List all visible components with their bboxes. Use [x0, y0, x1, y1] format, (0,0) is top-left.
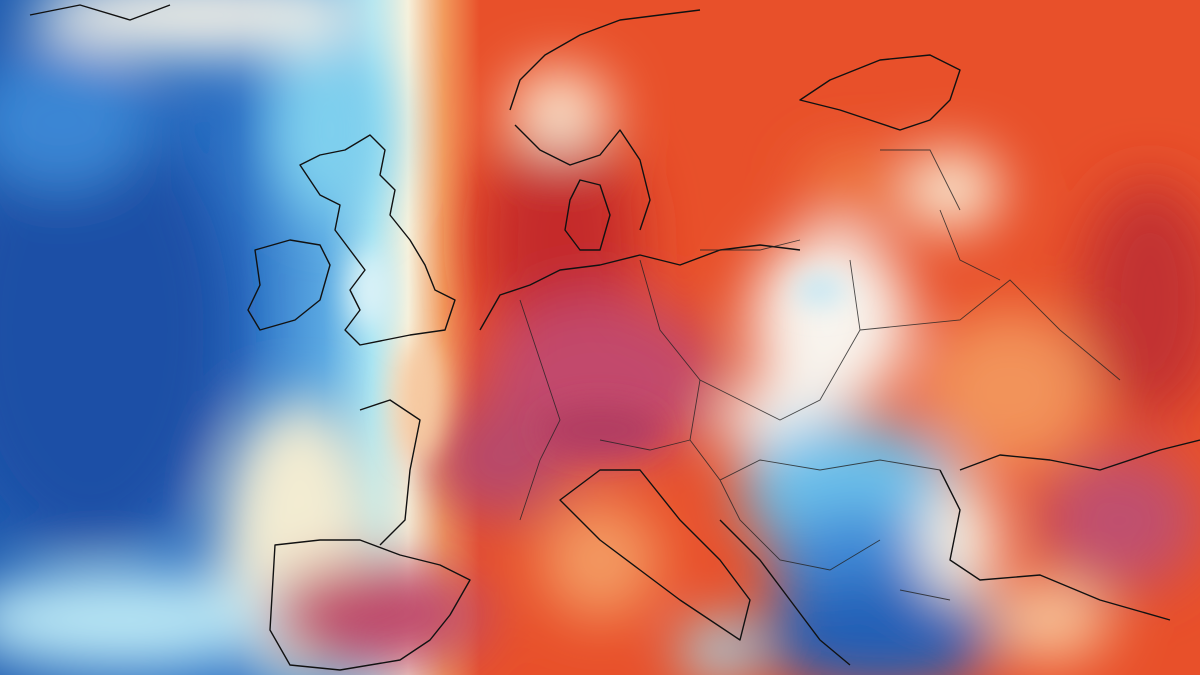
warm-area	[540, 500, 660, 620]
coastline	[959, 439, 1200, 471]
warm-area	[395, 340, 445, 460]
coastline	[29, 4, 171, 21]
hot-area	[1080, 180, 1200, 420]
coastline	[269, 539, 471, 671]
neutral-area	[30, 0, 370, 55]
coastline	[559, 469, 751, 641]
neutral-area	[510, 70, 610, 150]
coastline	[299, 134, 456, 346]
cold-core	[0, 110, 230, 550]
warm-area	[920, 310, 1100, 470]
cold-area	[760, 580, 1000, 675]
warm-area	[800, 150, 920, 230]
cool-area	[270, 40, 390, 220]
coastline	[799, 54, 961, 131]
neutral-area	[750, 230, 910, 410]
borders	[519, 149, 1121, 601]
coastline	[359, 244, 801, 546]
coastline	[509, 9, 701, 231]
cool-area	[0, 50, 150, 190]
very-hot-area	[1040, 450, 1200, 590]
cool-area	[0, 570, 280, 670]
country-borders	[519, 149, 1121, 601]
cool-area	[795, 275, 845, 305]
very-hot-area	[430, 400, 570, 520]
neutral-area	[920, 480, 1000, 600]
coastline	[719, 469, 1171, 666]
coastlines	[29, 4, 1200, 671]
cool-area	[680, 620, 760, 675]
very-hot-area	[540, 405, 660, 455]
very-hot-area	[270, 560, 490, 670]
coastline	[247, 239, 331, 331]
cool-area	[350, 250, 390, 330]
coastline	[564, 179, 611, 251]
warm-area	[990, 580, 1110, 660]
